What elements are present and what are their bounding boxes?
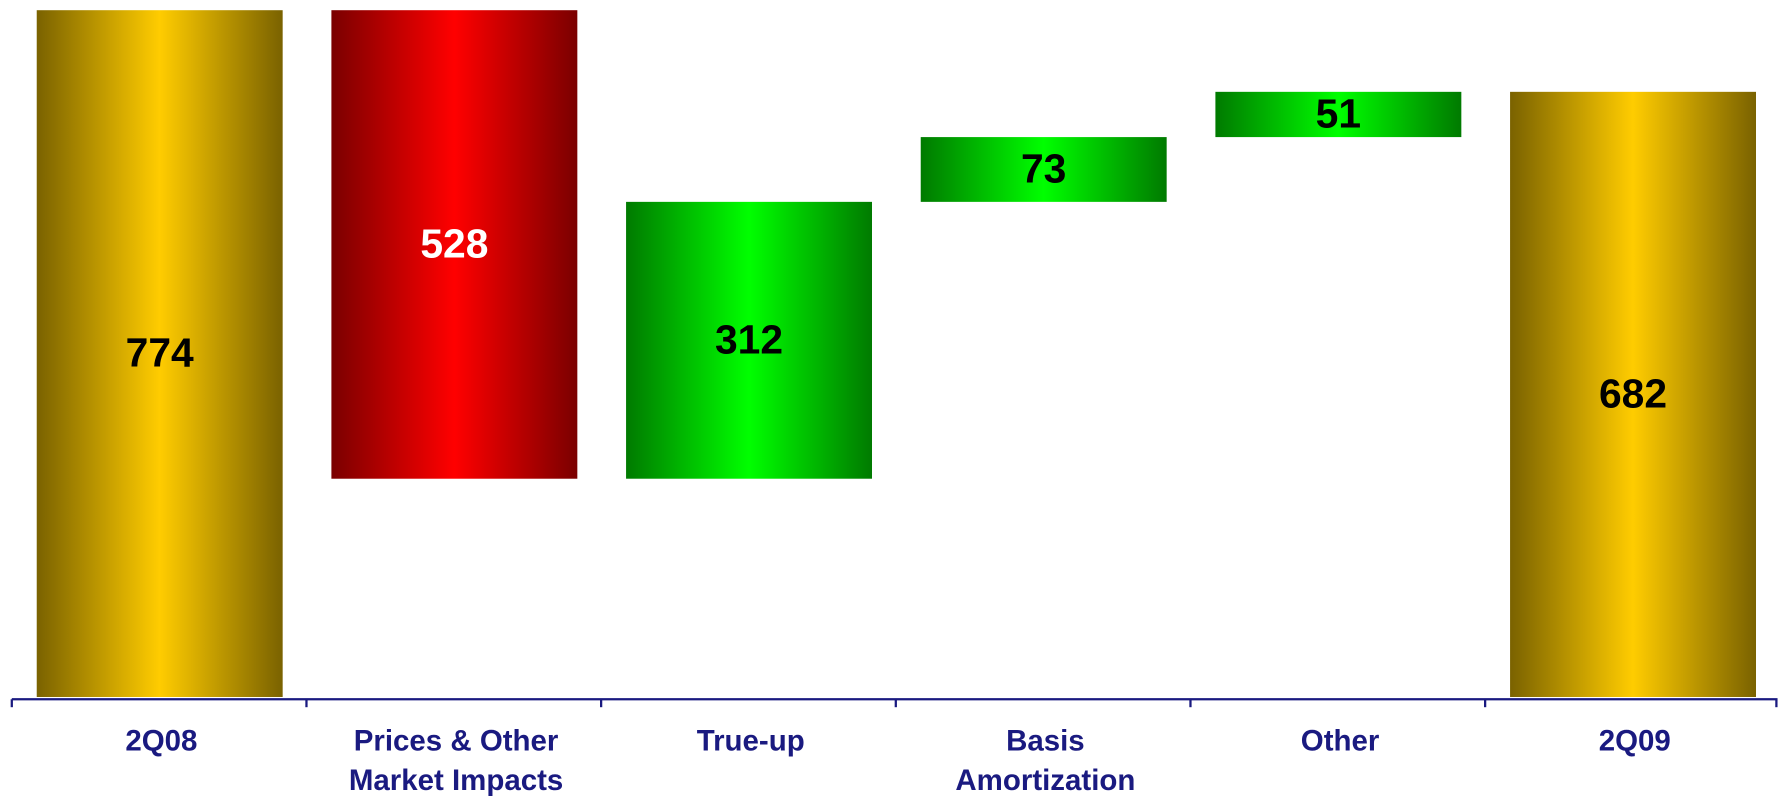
x-tick-label: 2Q09 (1599, 724, 1671, 757)
x-tick-label: True-up (697, 724, 805, 757)
value-label: 312 (715, 316, 783, 362)
bar (1215, 91, 1462, 138)
value-label: 774 (126, 330, 194, 376)
x-tick-label: Other (1301, 724, 1380, 757)
bar (36, 10, 283, 697)
x-tick-label: 2Q08 (125, 724, 197, 757)
value-label: 528 (420, 221, 488, 267)
bar (626, 201, 872, 479)
bar (1510, 91, 1756, 697)
value-label: 682 (1599, 370, 1667, 416)
bar (331, 10, 578, 479)
value-label: 73 (1021, 146, 1066, 192)
bar (920, 137, 1167, 202)
x-tick-label: Basis Amortization (955, 724, 1135, 797)
x-tick-label: Prices & Other Market Impacts (349, 724, 563, 797)
value-label: 51 (1316, 91, 1361, 137)
